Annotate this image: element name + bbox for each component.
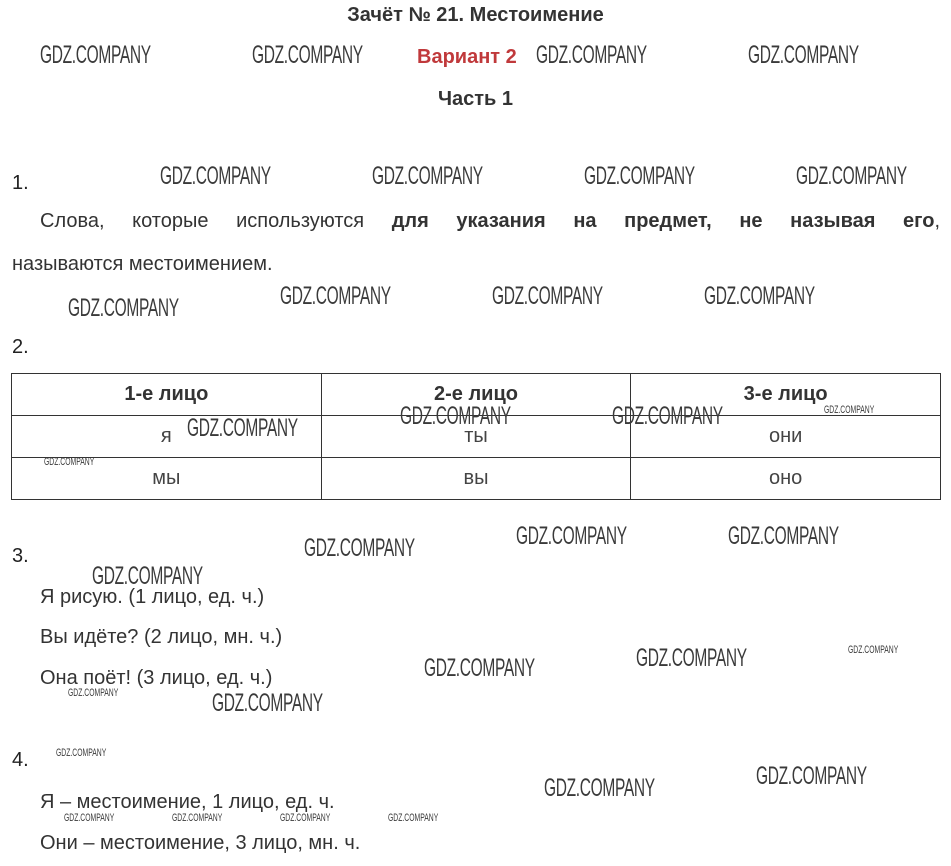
watermark: GDZ.COMPANY <box>756 762 867 790</box>
task-3-line: Вы идёте? (2 лицо, мн. ч.) <box>40 626 283 648</box>
page-title: Зачёт № 21. Местоимение <box>347 4 604 26</box>
watermark: GDZ.COMPANY <box>544 774 655 802</box>
watermark: GDZ.COMPANY <box>160 162 271 190</box>
watermark: GDZ.COMPANY <box>796 162 907 190</box>
watermark: GDZ.COMPANY <box>636 644 747 672</box>
watermark: GDZ.COMPANY <box>492 282 603 310</box>
task-1-text-before: Слова, которые используются <box>40 210 392 232</box>
watermark: GDZ.COMPANY <box>728 522 839 550</box>
watermark: GDZ.COMPANY <box>304 534 415 562</box>
pronoun-table: 1-е лицо 2-е лицо 3-е лицо я ты они мы в… <box>11 373 941 500</box>
table-cell: вы <box>320 457 632 500</box>
table-cell: я <box>11 415 322 458</box>
task-2-number: 2. <box>12 336 29 358</box>
watermark: GDZ.COMPANY <box>212 689 323 717</box>
part-heading: Часть 1 <box>437 88 514 110</box>
watermark: GDZ.COMPANY <box>388 812 439 824</box>
watermark: GDZ.COMPANY <box>704 282 815 310</box>
watermark: GDZ.COMPANY <box>252 41 363 69</box>
table-row: мы вы оно <box>11 457 941 500</box>
table-header-row: 1-е лицо 2-е лицо 3-е лицо <box>11 373 941 416</box>
watermark: GDZ.COMPANY <box>536 41 647 69</box>
watermark: GDZ.COMPANY <box>848 644 899 656</box>
table-cell: мы <box>11 457 322 500</box>
task-1-text-bold: для указания на предмет, не называя его <box>391 210 935 232</box>
task-4-line: Они – местоимение, 3 лицо, мн. ч. <box>40 832 361 854</box>
watermark: GDZ.COMPANY <box>68 294 179 322</box>
watermark: GDZ.COMPANY <box>424 654 535 682</box>
watermark: GDZ.COMPANY <box>40 41 151 69</box>
task-3-number: 3. <box>12 545 29 567</box>
task-1-number: 1. <box>12 172 29 194</box>
task-4-line: Я – местоимение, 1 лицо, ед. ч. <box>40 791 335 813</box>
watermark: GDZ.COMPANY <box>516 522 627 550</box>
watermark: GDZ.COMPANY <box>56 747 107 759</box>
watermark: GDZ.COMPANY <box>748 41 859 69</box>
task-4-number: 4. <box>12 749 29 771</box>
table-row: я ты они <box>11 415 941 458</box>
watermark: GDZ.COMPANY <box>584 162 695 190</box>
table-header: 1-е лицо <box>11 373 322 416</box>
table-cell: они <box>630 415 941 458</box>
variant-label: Вариант 2 <box>417 46 517 68</box>
task-1-text-after: , <box>934 210 940 232</box>
task-1-line-2: называются местоимением. <box>12 253 273 275</box>
table-header: 3-е лицо <box>630 373 941 416</box>
watermark: GDZ.COMPANY <box>372 162 483 190</box>
task-3-line: Я рисую. (1 лицо, ед. ч.) <box>40 586 265 608</box>
table-cell: ты <box>320 415 632 458</box>
table-header: 2-е лицо <box>320 373 632 416</box>
table-cell: оно <box>630 457 941 500</box>
task-1-text: Слова, которые используются для указания… <box>40 210 940 233</box>
task-3-line: Она поёт! (3 лицо, ед. ч.) <box>40 667 273 689</box>
watermark: GDZ.COMPANY <box>280 282 391 310</box>
